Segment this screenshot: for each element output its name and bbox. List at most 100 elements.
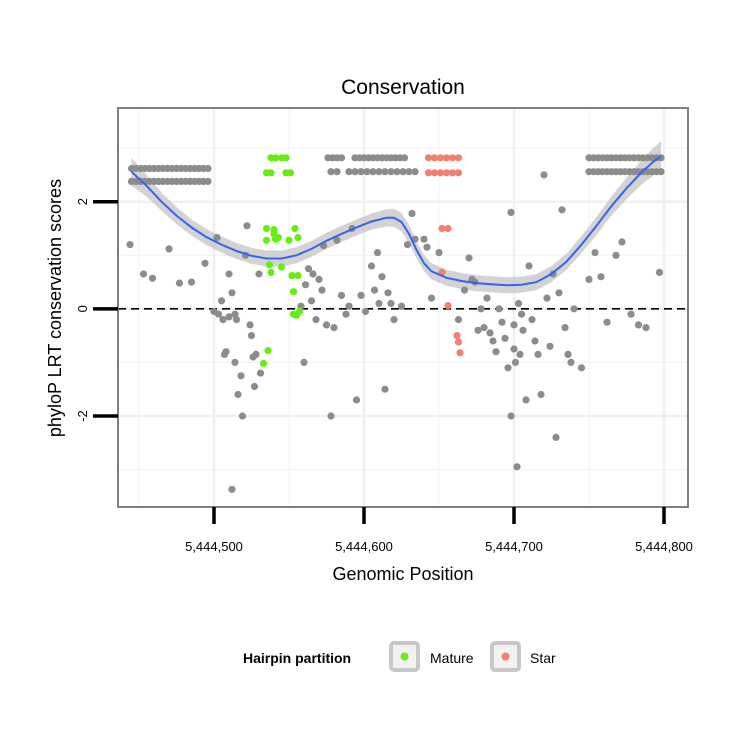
point-other [370, 286, 379, 294]
x-axis-title: Genomic Position [332, 564, 473, 584]
point-other [361, 307, 370, 316]
point-other [537, 390, 545, 399]
chart-title: Conservation [341, 76, 465, 99]
point-other [627, 310, 635, 318]
point-other [247, 332, 256, 340]
y-tick-label: 0 [75, 305, 90, 312]
point-other [384, 289, 392, 297]
x-axis: 5,444,500 5,444,600 5,444,700 5,444,800 [185, 507, 693, 554]
point-other [175, 279, 184, 287]
point-other [510, 321, 518, 329]
point-other [237, 372, 245, 380]
point-other [655, 268, 664, 276]
point-other [561, 324, 569, 332]
point-other [300, 358, 308, 366]
point-other [318, 286, 326, 294]
point-other [333, 236, 341, 244]
point-other [381, 385, 389, 393]
point-mature [271, 154, 280, 162]
point-other [252, 350, 260, 358]
point-star [444, 302, 452, 310]
y-tick-label: -2 [75, 410, 90, 422]
point-other [301, 281, 310, 289]
point-mature [267, 268, 275, 276]
point-mature [274, 234, 283, 242]
point-other [219, 316, 227, 324]
point-mature [289, 288, 298, 296]
point-other [480, 324, 488, 332]
point-other [373, 249, 382, 257]
point-other [381, 168, 389, 176]
point-other [408, 209, 416, 218]
point-other [255, 270, 263, 278]
point-mature [295, 307, 304, 316]
point-other [217, 297, 226, 305]
point-star [454, 154, 463, 162]
x-tick-label: 5,444,600 [335, 539, 393, 554]
point-star [430, 169, 439, 177]
point-star [436, 154, 445, 162]
point-other [483, 294, 491, 302]
point-other [634, 321, 643, 329]
point-other [243, 222, 251, 230]
point-other [222, 348, 230, 356]
point-other [516, 350, 524, 358]
point-other [534, 350, 542, 358]
legend-title: Hairpin partition [243, 650, 351, 666]
point-other [507, 208, 515, 216]
point-other [352, 396, 361, 404]
point-other [363, 168, 371, 176]
point-other [148, 274, 157, 282]
point-mature [264, 347, 272, 355]
point-mature [262, 236, 271, 244]
point-star [438, 224, 446, 233]
legend-label-star: Star [530, 650, 556, 666]
point-other [435, 249, 443, 257]
point-star [424, 154, 433, 162]
point-other [552, 433, 560, 441]
point-other [465, 254, 473, 262]
confidence-band [131, 141, 661, 294]
point-other [387, 168, 395, 176]
point-other [454, 316, 463, 324]
point-other [228, 485, 236, 493]
point-star [454, 169, 463, 177]
point-mature [282, 154, 290, 162]
point-other [165, 245, 173, 253]
point-other [204, 164, 212, 173]
point-other [246, 321, 254, 329]
point-star [436, 169, 445, 177]
point-other [591, 249, 599, 257]
point-other [369, 168, 377, 176]
point-other [567, 358, 575, 366]
point-other [126, 241, 134, 249]
point-star [430, 154, 439, 162]
point-other [357, 291, 365, 299]
point-other [585, 275, 593, 283]
point-other [250, 382, 259, 391]
point-other [618, 238, 626, 246]
legend-dot-star [501, 652, 510, 661]
point-other [423, 243, 431, 251]
y-tick-label: 2 [75, 198, 90, 205]
point-other [231, 358, 239, 366]
point-other [511, 358, 520, 366]
y-axis-title: phyloP LRT conservation scores [45, 179, 65, 437]
confidence-band-group [131, 141, 661, 294]
point-other [498, 318, 506, 326]
point-other [420, 235, 428, 243]
point-other [411, 168, 419, 176]
point-star [444, 224, 452, 233]
point-mature [285, 236, 293, 244]
legend-label-mature: Mature [430, 650, 474, 666]
point-other [399, 168, 407, 176]
point-other [531, 337, 539, 345]
point-other [501, 334, 509, 342]
point-other [333, 168, 341, 176]
point-other [510, 345, 518, 353]
point-other [522, 396, 530, 404]
point-mature [294, 272, 302, 280]
point-mature [265, 261, 274, 269]
point-other [612, 251, 620, 259]
point-other [327, 412, 335, 420]
